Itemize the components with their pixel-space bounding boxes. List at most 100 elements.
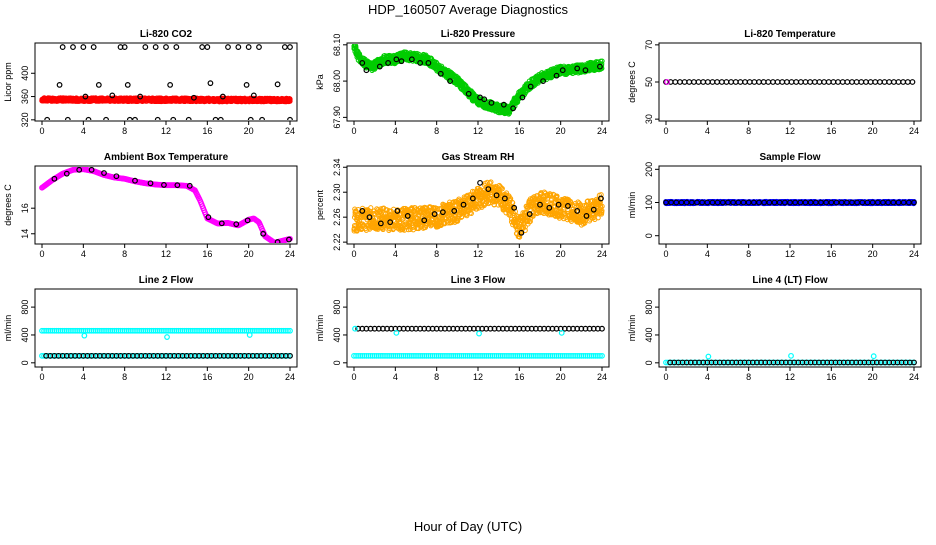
- data-point: [701, 80, 706, 85]
- x-tick-label: 16: [826, 249, 836, 259]
- y-tick-label: 70: [644, 40, 654, 50]
- y-tick-label: 68.10: [332, 34, 342, 57]
- y-axis-label: degrees C: [3, 184, 13, 226]
- data-point: [803, 80, 808, 85]
- x-tick-label: 12: [785, 249, 795, 259]
- x-tick-label: 24: [909, 249, 919, 259]
- data-point: [174, 45, 179, 50]
- x-tick-label: 16: [514, 249, 524, 259]
- data-point: [836, 80, 841, 85]
- data-point: [789, 80, 794, 85]
- data-point: [164, 45, 169, 50]
- x-tick-label: 8: [434, 126, 439, 136]
- data-point: [246, 45, 251, 50]
- data-point: [205, 45, 210, 50]
- x-tick-label: 0: [351, 126, 356, 136]
- x-tick-label: 20: [556, 126, 566, 136]
- x-tick-label: 4: [705, 249, 710, 259]
- data-point: [244, 83, 249, 88]
- data-point: [901, 80, 906, 85]
- data-point: [817, 80, 822, 85]
- y-tick-label: 2.30: [332, 183, 342, 201]
- x-tick-label: 8: [122, 126, 127, 136]
- x-tick-label: 12: [473, 126, 483, 136]
- data-point: [878, 80, 883, 85]
- x-tick-label: 24: [597, 249, 607, 259]
- y-tick-label: 50: [644, 77, 654, 87]
- data-point: [720, 80, 725, 85]
- data-point: [687, 80, 692, 85]
- y-tick-label: 2.26: [332, 208, 342, 226]
- data-point: [813, 80, 818, 85]
- x-tick-label: 0: [39, 249, 44, 259]
- data-point: [780, 80, 785, 85]
- x-tick-label: 4: [81, 249, 86, 259]
- data-point: [710, 80, 715, 85]
- data-point: [799, 80, 804, 85]
- x-tick-label: 8: [746, 249, 751, 259]
- data-point: [478, 181, 483, 186]
- x-tick-label: 12: [161, 126, 171, 136]
- x-tick-label: 24: [597, 126, 607, 136]
- data-point: [766, 80, 771, 85]
- data-point: [738, 80, 743, 85]
- y-tick-label: 320: [20, 112, 30, 127]
- panel-title: Gas Stream RH: [442, 152, 515, 163]
- y-axis-label: degrees C: [627, 61, 637, 103]
- series-cell-temperature: [664, 80, 915, 85]
- data-point: [845, 80, 850, 85]
- x-tick-label: 8: [434, 249, 439, 259]
- data-point: [840, 80, 845, 85]
- x-tick-label: 20: [868, 126, 878, 136]
- plot-frame: [35, 43, 297, 121]
- data-point: [57, 83, 62, 88]
- data-point: [208, 81, 213, 86]
- data-point: [288, 45, 293, 50]
- y-tick-label: 14: [20, 229, 30, 239]
- data-point: [747, 80, 752, 85]
- x-tick-label: 16: [826, 126, 836, 136]
- page-title: HDP_160507 Average Diagnostics: [368, 2, 568, 17]
- data-point: [752, 80, 757, 85]
- data-point: [81, 45, 86, 50]
- data-point: [226, 45, 231, 50]
- data-point: [682, 80, 687, 85]
- data-point: [97, 83, 102, 88]
- data-point: [850, 80, 855, 85]
- data-point: [831, 80, 836, 85]
- x-tick-label: 20: [868, 249, 878, 259]
- panel-title: Ambient Box Temperature: [104, 152, 229, 163]
- data-point: [906, 80, 911, 85]
- data-point: [60, 45, 65, 50]
- y-axis-label: kPa: [315, 74, 325, 90]
- plot-area: [352, 180, 604, 239]
- y-axis-label: percent: [315, 189, 325, 220]
- y-tick-label: 200: [644, 162, 654, 177]
- data-point: [724, 80, 729, 85]
- data-point: [275, 82, 280, 87]
- x-tick-label: 24: [285, 126, 295, 136]
- data-point: [761, 80, 766, 85]
- x-tick-label: 4: [393, 126, 398, 136]
- data-point: [236, 45, 241, 50]
- x-tick-label: 8: [122, 249, 127, 259]
- x-tick-label: 16: [202, 249, 212, 259]
- data-point: [729, 80, 734, 85]
- x-tick-label: 12: [473, 249, 483, 259]
- y-tick-label: 2.34: [332, 158, 342, 176]
- data-point: [715, 80, 720, 85]
- data-point: [785, 80, 790, 85]
- x-tick-label: 12: [785, 126, 795, 136]
- y-tick-label: 360: [20, 89, 30, 104]
- x-tick-label: 20: [244, 249, 254, 259]
- x-tick-label: 16: [514, 126, 524, 136]
- y-axis-label: Licor ppm: [3, 62, 13, 102]
- plot-area: [40, 45, 293, 122]
- panel-title: Li-820 Temperature: [744, 29, 836, 40]
- data-point: [153, 45, 158, 50]
